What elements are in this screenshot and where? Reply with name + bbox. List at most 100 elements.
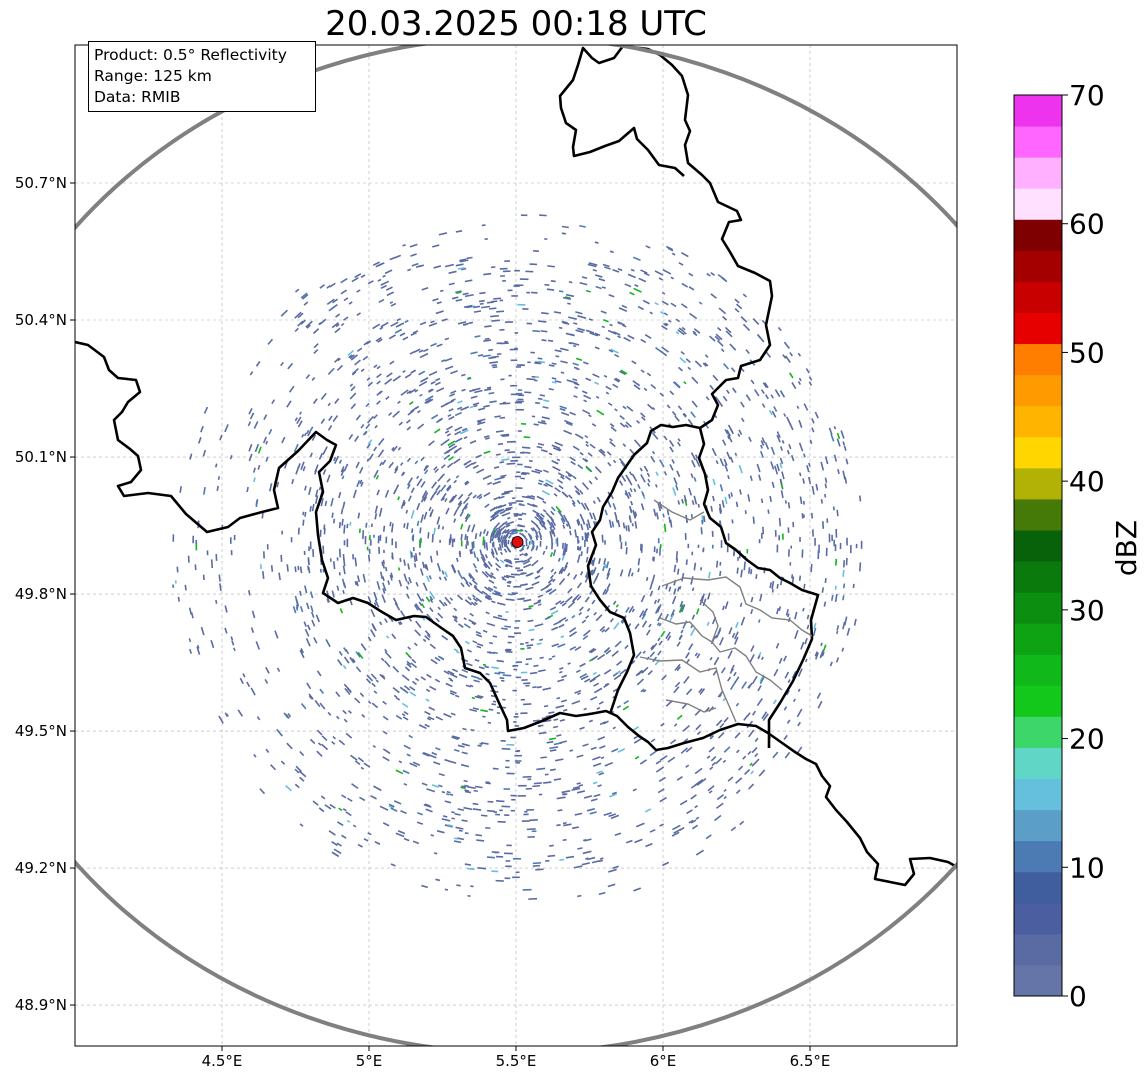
echo-cell [635,822,645,828]
echo-cell [577,894,582,898]
echo-cell [764,394,769,400]
echo-cell [681,326,686,331]
echo-cell [678,634,683,640]
echo-cell [399,686,406,692]
echo-cell [639,467,643,472]
echo-cell [691,587,695,592]
echo-cell [341,794,347,799]
echo-cell [429,598,434,604]
echo-cell [537,594,544,598]
echo-cell [463,462,468,466]
echo-cell [542,687,552,691]
echo-cell [445,400,454,406]
echo-cell [649,311,653,315]
echo-cell [547,578,554,584]
echo-cell [335,323,340,328]
echo-cell [501,618,508,621]
echo-cell [531,581,540,586]
echo-cell [370,629,376,638]
echo-cell [359,692,365,698]
echo-cell [695,608,700,615]
echo-cell [478,299,485,303]
echo-cell [547,265,555,268]
echo-cell [781,440,785,444]
echo-cell [400,462,404,466]
echo-cell [595,395,600,399]
colorbar-swatch [1014,716,1062,748]
echo-cell [604,761,614,767]
echo-cell [834,585,837,590]
echo-cell [603,558,607,565]
echo-cell [640,594,646,603]
echo-cell [742,323,751,332]
echo-cell [467,596,472,601]
echo-cell [586,607,591,612]
echo-cell [806,465,810,473]
echo-cell [496,453,501,456]
echo-cell [338,491,342,499]
echo-cell [492,635,498,638]
echo-cell [510,531,518,535]
echo-cell [612,726,616,730]
echo-cell [505,598,515,601]
echo-cell [654,605,660,614]
echo-cell [502,402,511,405]
echo-cell [498,543,503,551]
echo-cell [592,557,596,567]
echo-cell [708,746,715,753]
echo-cell [581,390,588,394]
echo-cell [413,604,419,611]
echo-cell [421,598,425,602]
echo-cell [464,462,474,469]
echo-cell [642,650,646,654]
echo-cell [453,618,458,623]
echo-cell [521,451,531,454]
echo-cell [497,536,501,543]
echo-cell [558,578,566,586]
echo-cell [248,590,251,596]
echo-cell [349,392,357,400]
echo-cell [471,524,476,533]
echo-cell [794,630,799,639]
echo-cell [459,258,467,262]
echo-cell [673,686,680,694]
echo-cell [567,302,571,305]
echo-cell [447,760,457,764]
echo-cell [691,500,695,505]
echo-cell [528,628,535,632]
echo-cell [421,561,425,569]
echo-cell [540,756,547,759]
echo-cell [557,643,566,648]
echo-cell [694,360,703,368]
echo-cell [579,281,588,286]
echo-cell [492,592,497,596]
echo-cell [571,380,578,385]
colorbar-swatch [1014,95,1062,127]
echo-cell [497,442,504,446]
echo-cell [485,437,490,440]
echo-cell [470,601,476,607]
echo-cell [457,493,464,500]
echo-cell [377,338,383,343]
echo-cell [669,446,674,453]
echo-cell [355,461,360,469]
echo-cell [400,389,409,396]
echo-cell [762,382,768,389]
echo-cell [532,509,540,516]
echo-cell [458,573,464,580]
echo-cell [598,891,606,896]
echo-cell [443,454,451,461]
echo-cell [594,476,599,481]
echo-cell [735,789,741,794]
echo-cell [563,548,567,556]
echo-cell [179,486,182,493]
echo-cell [292,605,297,614]
colorbar-swatch [1014,561,1062,593]
echo-cell [734,298,740,304]
echo-cell [428,706,436,711]
echo-cell [454,426,463,432]
echo-cell [288,385,295,393]
echo-cell [779,446,784,451]
echo-cell [585,440,589,444]
echo-cell [519,503,525,507]
